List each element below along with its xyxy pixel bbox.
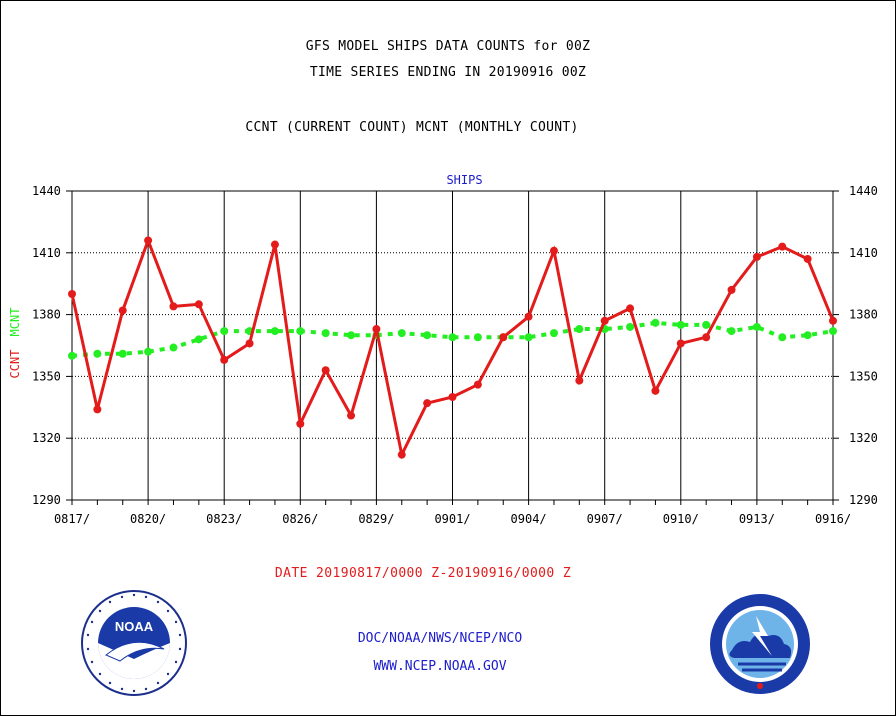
x-tick-label: 0916/ [815,512,851,526]
y-tick-label-right: 1410 [849,246,878,260]
chart-title-line2: TIME SERIES ENDING IN 20190916 00Z [309,65,587,80]
point-ccnt [651,386,660,395]
point-ccnt [499,333,508,342]
point-mcnt [397,329,406,338]
point-mcnt [93,349,102,358]
point-mcnt [803,331,812,340]
point-mcnt [778,333,787,342]
point-ccnt [220,355,229,364]
point-ccnt [372,325,381,334]
x-tick-label: 0913/ [739,512,775,526]
point-mcnt [118,349,127,358]
x-tick-label: 0826/ [282,512,318,526]
point-ccnt [727,285,736,294]
x-tick-label: 0901/ [434,512,470,526]
point-ccnt [448,393,457,401]
point-mcnt [296,327,305,336]
point-mcnt [68,351,76,360]
chart-title-line1: GFS MODEL SHIPS DATA COUNTS for 00Z [305,39,591,54]
y-axis-label-mcnt: MCNT [8,308,22,337]
x-tick-label: 0907/ [587,512,623,526]
point-mcnt [676,320,685,329]
point-mcnt [423,331,432,340]
point-ccnt [270,240,279,249]
x-tick-label: 0817/ [54,512,90,526]
point-ccnt [296,419,305,428]
chart-title-line3: CCNT (CURRENT COUNT) MCNT (MONTHLY COUNT… [245,120,579,135]
point-mcnt [651,318,660,327]
point-ccnt [347,411,356,420]
x-tick-label: 0823/ [206,512,242,526]
y-tick-label-right: 1290 [849,493,878,507]
point-ccnt [752,252,761,261]
date-range-label: DATE 20190817/0000 Z-20190916/0000 Z [274,566,572,581]
point-ccnt [245,339,254,348]
x-tick-label: 0829/ [358,512,394,526]
point-ccnt [803,254,812,263]
noaa-logo-icon: NOAA [81,590,187,696]
point-mcnt [626,322,635,331]
point-ccnt [423,399,432,408]
y-tick-label-left: 1320 [32,431,61,445]
footer-url[interactable]: WWW.NCEP.NOAA.GOV [373,659,507,674]
x-tick-label: 0904/ [511,512,547,526]
point-mcnt [347,331,356,340]
point-mcnt [727,327,736,336]
y-tick-label-right: 1350 [849,369,878,383]
point-ccnt [473,380,482,389]
point-mcnt [752,322,761,331]
point-ccnt [68,290,76,298]
point-ccnt [524,312,533,321]
point-ccnt [93,405,102,414]
point-ccnt [549,246,558,255]
point-mcnt [220,327,229,336]
point-mcnt [169,343,178,352]
point-mcnt [549,329,558,338]
point-mcnt [194,335,203,344]
plot-title: SHIPS [446,173,482,187]
y-tick-label-left: 1380 [32,308,61,322]
point-mcnt [524,333,533,342]
point-ccnt [575,376,584,385]
y-axis-label-ccnt: CCNT [8,350,22,379]
x-tick-label: 0910/ [663,512,699,526]
point-ccnt [702,333,711,342]
point-ccnt [321,366,330,375]
nws-logo-icon [710,594,810,694]
y-tick-label-left: 1410 [32,246,61,260]
point-mcnt [829,327,837,336]
point-ccnt [829,316,837,325]
point-ccnt [144,236,153,245]
y-tick-label-right: 1440 [849,184,878,198]
point-mcnt [144,347,153,356]
point-mcnt [702,320,711,329]
y-tick-label-left: 1290 [32,493,61,507]
point-ccnt [194,300,203,309]
y-tick-label-left: 1440 [32,184,61,198]
point-ccnt [626,304,635,313]
point-ccnt [169,302,178,311]
y-tick-label-right: 1320 [849,431,878,445]
point-mcnt [448,333,457,342]
noaa-logo-text: NOAA [115,619,154,634]
point-mcnt [321,329,330,338]
point-ccnt [676,339,685,348]
point-mcnt [270,327,279,336]
point-mcnt [473,333,482,342]
y-tick-label-left: 1350 [32,369,61,383]
x-tick-label: 0820/ [130,512,166,526]
y-tick-label-right: 1380 [849,308,878,322]
point-ccnt [600,316,609,325]
footer-org: DOC/NOAA/NWS/NCEP/NCO [357,631,523,646]
point-ccnt [778,242,787,251]
point-ccnt [118,306,127,315]
point-mcnt [575,325,584,334]
point-ccnt [397,450,406,459]
